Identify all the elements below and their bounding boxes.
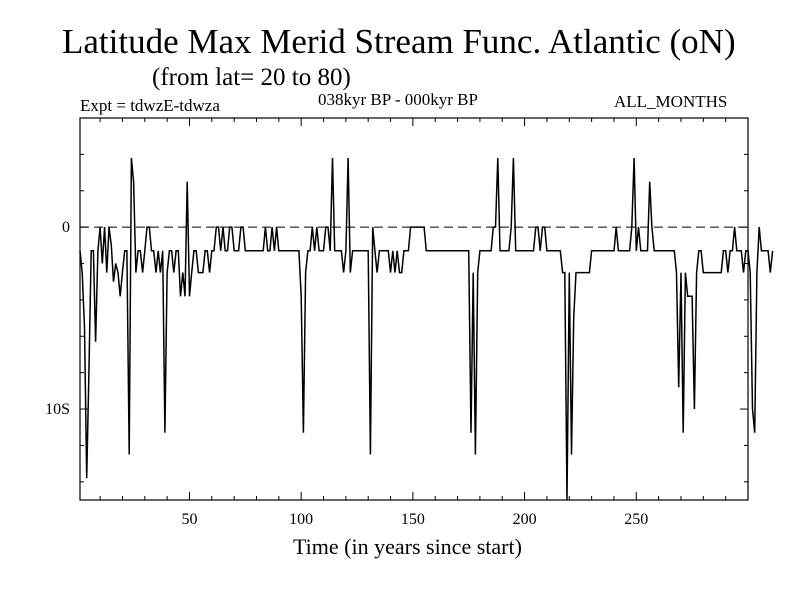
x-tick-label: 150 xyxy=(401,511,425,528)
x-axis-label: Time (in years since start) xyxy=(293,534,522,559)
y-tick-label: 0 xyxy=(62,219,70,236)
x-tick-label: 50 xyxy=(181,511,197,528)
x-tick-label: 100 xyxy=(289,511,313,528)
x-tick-label: 200 xyxy=(513,511,537,528)
y-tick-label: 10S xyxy=(45,401,70,418)
chart-subtitle: (from lat= 20 to 80) xyxy=(152,64,351,91)
period-label: 038kyr BP - 000kyr BP xyxy=(318,90,478,109)
experiment-label: Expt = tdwzE-tdwza xyxy=(80,96,220,115)
x-tick-label: 250 xyxy=(624,511,648,528)
chart-title: Latitude Max Merid Stream Func. Atlantic… xyxy=(62,22,736,61)
months-label: ALL_MONTHS xyxy=(614,92,728,111)
plot-frame xyxy=(79,117,749,501)
series-line xyxy=(79,157,774,501)
